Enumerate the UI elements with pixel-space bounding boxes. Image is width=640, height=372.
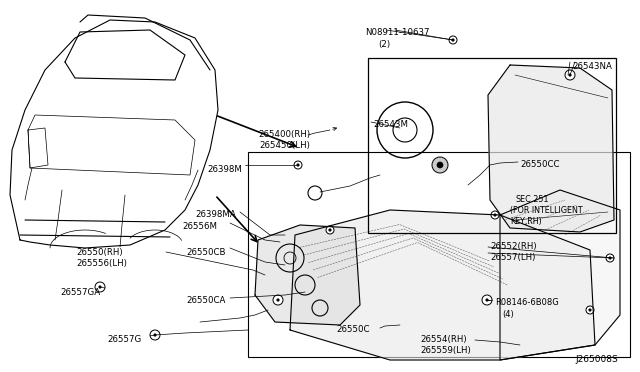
Text: SEC.251: SEC.251 <box>516 195 550 204</box>
Text: (2): (2) <box>378 40 390 49</box>
Polygon shape <box>500 190 620 360</box>
Text: 265450(LH): 265450(LH) <box>259 141 310 150</box>
Text: (4): (4) <box>502 310 514 319</box>
Circle shape <box>494 214 496 216</box>
Bar <box>368 58 616 233</box>
Circle shape <box>432 157 448 173</box>
Text: 265559(LH): 265559(LH) <box>420 346 471 355</box>
Text: 26398M: 26398M <box>207 165 242 174</box>
Text: KEY,RH): KEY,RH) <box>510 217 541 226</box>
Bar <box>248 152 630 357</box>
Circle shape <box>329 229 332 231</box>
Text: 26557GA: 26557GA <box>60 288 100 297</box>
Text: 26552(RH): 26552(RH) <box>490 242 536 251</box>
Text: 26554(RH): 26554(RH) <box>420 335 467 344</box>
Circle shape <box>95 282 105 292</box>
Circle shape <box>586 306 594 314</box>
Text: 265556(LH): 265556(LH) <box>76 259 127 268</box>
Text: 26398MA: 26398MA <box>195 210 236 219</box>
Text: J265008S: J265008S <box>575 355 618 364</box>
Circle shape <box>437 162 443 168</box>
Circle shape <box>565 70 575 80</box>
Circle shape <box>569 74 572 76</box>
Text: 26550CC: 26550CC <box>520 160 559 169</box>
Polygon shape <box>255 225 360 325</box>
Circle shape <box>273 295 283 305</box>
Text: 26550CB: 26550CB <box>186 248 225 257</box>
Text: 26557G: 26557G <box>107 335 141 344</box>
Circle shape <box>482 295 492 305</box>
Circle shape <box>326 226 334 234</box>
Circle shape <box>99 286 101 288</box>
Circle shape <box>491 211 499 219</box>
Text: 26543NA: 26543NA <box>572 62 612 71</box>
Circle shape <box>486 299 488 301</box>
Circle shape <box>294 161 302 169</box>
Circle shape <box>449 36 457 44</box>
Polygon shape <box>290 210 595 360</box>
Text: N08911-10637: N08911-10637 <box>365 28 429 37</box>
Circle shape <box>589 309 591 311</box>
Text: 26550(RH): 26550(RH) <box>76 248 123 257</box>
Text: 265400(RH): 265400(RH) <box>258 130 310 139</box>
Circle shape <box>297 164 300 166</box>
Circle shape <box>606 254 614 262</box>
Circle shape <box>609 257 611 259</box>
Text: 26543M: 26543M <box>373 120 408 129</box>
Circle shape <box>277 299 279 301</box>
Text: (FOR INTELLIGENT: (FOR INTELLIGENT <box>510 206 582 215</box>
Circle shape <box>154 334 156 336</box>
Circle shape <box>150 330 160 340</box>
Circle shape <box>308 186 322 200</box>
Text: 26556M: 26556M <box>182 222 217 231</box>
Text: 26550C: 26550C <box>336 325 369 334</box>
Text: 26550CA: 26550CA <box>186 296 225 305</box>
Text: 26557(LH): 26557(LH) <box>490 253 536 262</box>
Circle shape <box>452 39 454 41</box>
Text: R08146-6B08G: R08146-6B08G <box>495 298 559 307</box>
Polygon shape <box>488 65 614 232</box>
